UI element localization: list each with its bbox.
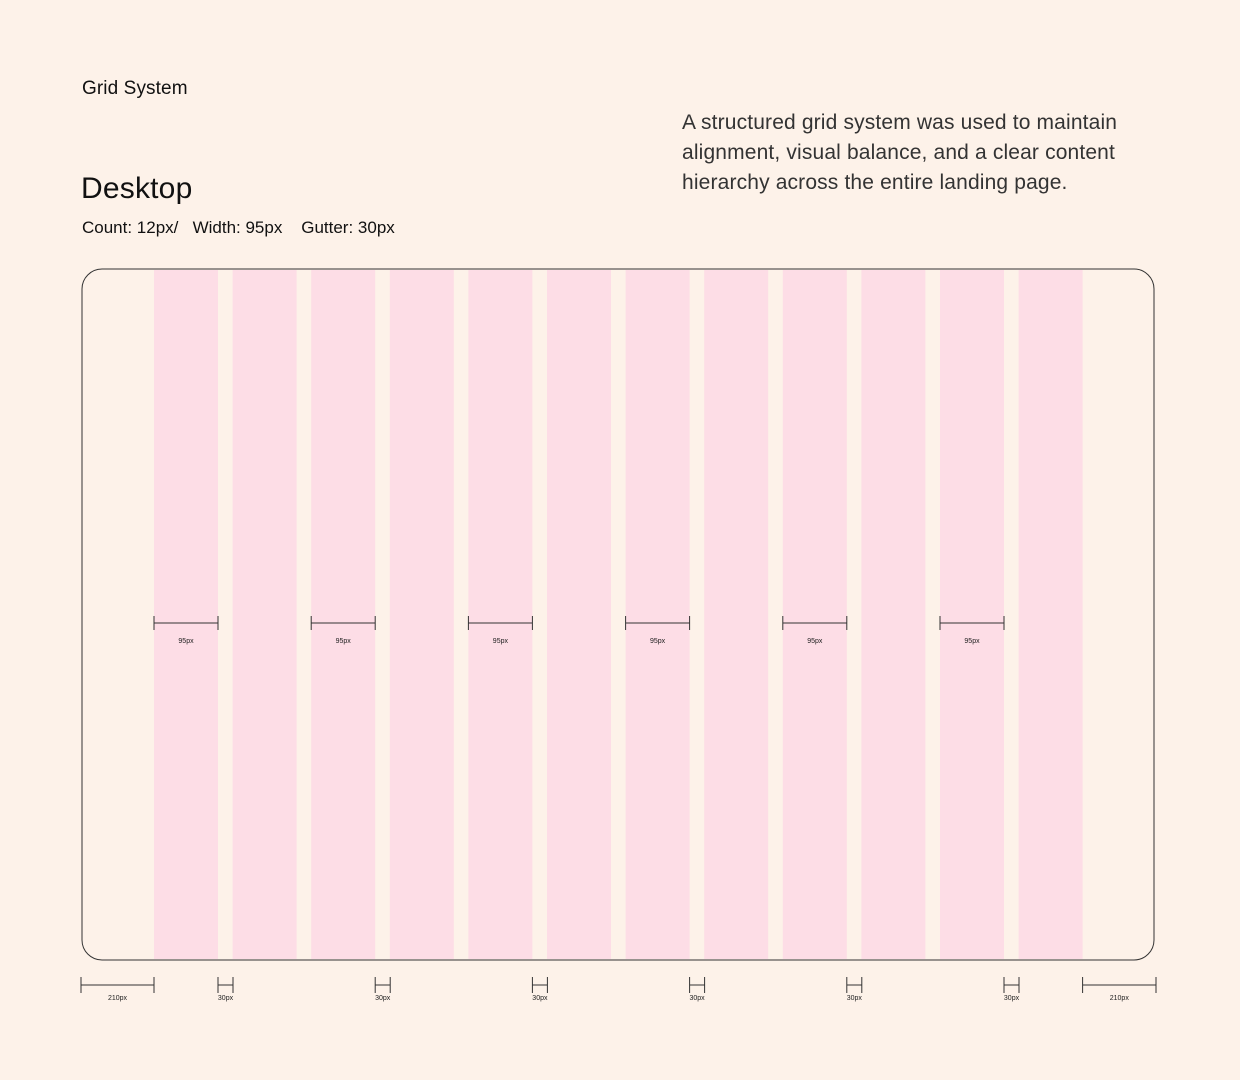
frame xyxy=(81,268,1155,961)
grid-column-4 xyxy=(389,270,454,959)
margin-measure-left: 210px xyxy=(80,977,155,1002)
gutter-measure-3: 30px xyxy=(374,977,391,1002)
gutter-measure-5: 30px xyxy=(531,977,548,1002)
column-measure-1: 95px xyxy=(153,616,219,645)
grid-columns xyxy=(154,270,1083,959)
gutter-measure-7-label: 30px xyxy=(690,995,706,1002)
column-measure-5: 95px xyxy=(467,616,533,645)
gutter-measure-1: 30px xyxy=(217,977,234,1002)
column-measure-7: 95px xyxy=(625,616,691,645)
grid-column-8 xyxy=(704,270,769,959)
grid-column-12 xyxy=(1018,270,1083,959)
margin-measure-right: 210px xyxy=(1082,977,1157,1002)
grid-column-9 xyxy=(782,270,847,959)
column-measure-1-label: 95px xyxy=(178,638,194,645)
margin-measure-left-label: 210px xyxy=(108,995,128,1002)
margin-measure-right-label: 210px xyxy=(1110,995,1130,1002)
grid-column-6 xyxy=(547,270,611,959)
section-label: Grid System xyxy=(82,78,188,99)
grid-column-11 xyxy=(940,270,1004,959)
gutter-measure-11-label: 30px xyxy=(1004,995,1020,1002)
gutter-measure-9: 30px xyxy=(846,977,863,1002)
gutter-measure-11: 30px xyxy=(1003,977,1020,1002)
grid-column-7 xyxy=(625,270,690,959)
gutter-measure-9-label: 30px xyxy=(847,995,863,1002)
grid-specs: Count: 12px/ Width: 95px Gutter: 30px xyxy=(82,218,395,237)
column-measure-3-label: 95px xyxy=(336,638,352,645)
grid-column-2 xyxy=(232,270,297,959)
description-text: A structured grid system was used to mai… xyxy=(682,111,1118,194)
column-measure-9-label: 95px xyxy=(807,638,823,645)
column-measure-9: 95px xyxy=(782,616,848,645)
grid-column-3 xyxy=(311,270,376,959)
gutter-measure-1-label: 30px xyxy=(218,995,234,1002)
grid-column-10 xyxy=(861,270,926,959)
gutter-measure-5-label: 30px xyxy=(532,995,548,1002)
page-title: Desktop xyxy=(81,172,193,205)
gutter-measure-7: 30px xyxy=(689,977,706,1002)
grid-column-1 xyxy=(154,270,218,959)
column-measurements: 95px 95px 95px 95px 95px 95px xyxy=(153,616,1005,645)
gutter-measure-3-label: 30px xyxy=(375,995,391,1002)
column-measure-11: 95px xyxy=(939,616,1005,645)
grid-column-5 xyxy=(468,270,533,959)
bottom-measurements: 210px 30px 30px 30px 30px 30px 30px 210px xyxy=(80,977,1157,1002)
column-measure-7-label: 95px xyxy=(650,638,666,645)
column-measure-3: 95px xyxy=(310,616,376,645)
column-measure-11-label: 95px xyxy=(964,638,980,645)
column-measure-5-label: 95px xyxy=(493,638,509,645)
